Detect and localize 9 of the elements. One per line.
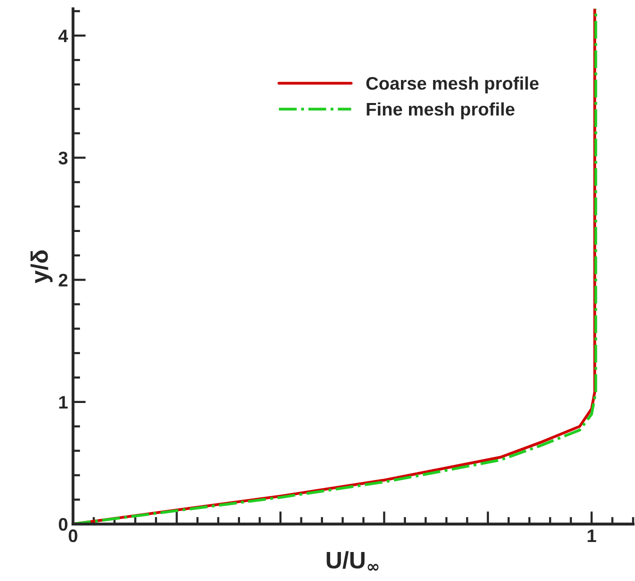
legend-label: Fine mesh profile: [366, 102, 514, 120]
y-tick-label: 1: [59, 396, 68, 408]
y-tick-label: 2: [58, 274, 68, 286]
x-axis-title: U/U$_{∞}$: [326, 551, 378, 571]
y-tick-label: 3: [58, 152, 68, 164]
legend-label: Coarse mesh profile: [366, 76, 539, 94]
y-tick-label: 4: [58, 30, 68, 42]
y-tick-label: 0: [58, 518, 68, 531]
y-axis-title: y/δ: [30, 250, 53, 284]
